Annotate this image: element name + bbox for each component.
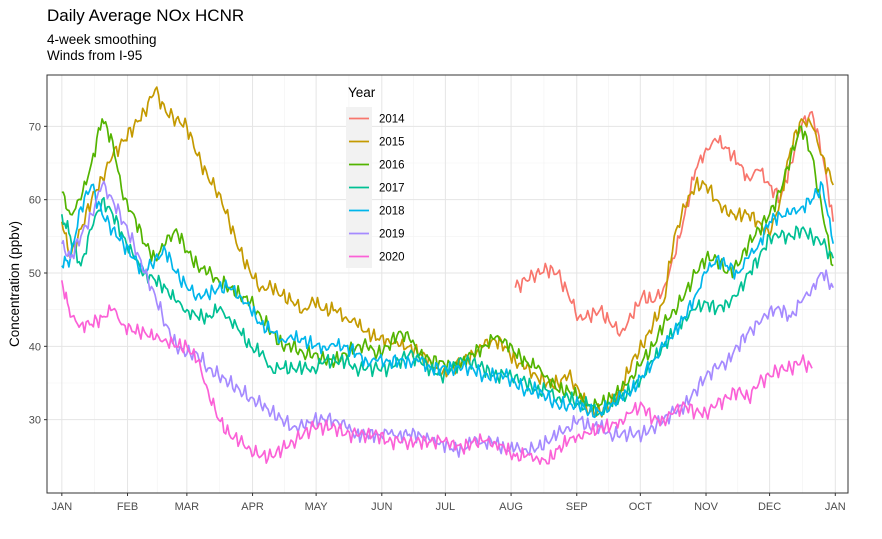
legend: Year 2014 2015 2016 2017 2018 2019 2020 (346, 85, 405, 268)
chart-subtitle: 4-week smoothing Winds from I-95 (47, 32, 157, 64)
x-tick-label: JAN (51, 501, 72, 513)
series-line-2014 (514, 110, 835, 337)
x-tick-label: APR (241, 501, 264, 513)
subtitle-line-smoothing: 4-week smoothing (47, 32, 157, 47)
x-tick-label: JUL (436, 501, 456, 513)
y-axis: 30 40 50 60 70 (29, 121, 47, 427)
series-line-2018 (61, 181, 835, 419)
x-axis: JAN FEB MAR APR MAY JUN JUL AUG SEP OCT NOV DEC JAN (51, 493, 846, 513)
y-tick-label: 70 (29, 121, 41, 133)
grid-lines (47, 75, 848, 493)
x-tick-label: AUG (499, 501, 523, 513)
x-tick-label: JUN (371, 501, 392, 513)
y-tick-label: 30 (29, 415, 41, 427)
legend-label-2015: 2015 (379, 137, 405, 149)
y-tick-label: 60 (29, 195, 41, 207)
legend-label-2014: 2014 (379, 114, 405, 126)
plot-panel-border (46, 74, 849, 494)
legend-label-2020: 2020 (379, 252, 405, 264)
series-line-2019 (61, 180, 834, 458)
y-tick-label: 50 (29, 268, 41, 280)
x-tick-label: MAR (175, 501, 200, 513)
legend-label-2017: 2017 (379, 183, 405, 195)
series-lines (60, 86, 835, 465)
x-tick-label: FEB (117, 501, 138, 513)
y-tick-label: 40 (29, 341, 41, 353)
x-tick-label: JAN (825, 501, 846, 513)
chart-title: Daily Average NOx HCNR (47, 6, 245, 25)
legend-label-2018: 2018 (379, 206, 405, 218)
y-axis-title: Concentration (ppbv) (7, 221, 22, 347)
series-line-2017 (60, 196, 835, 417)
series-line-2020 (60, 280, 813, 465)
series-line-2015 (60, 86, 834, 418)
x-tick-label: MAY (305, 501, 329, 513)
legend-title: Year (348, 85, 376, 100)
x-tick-label: DEC (758, 501, 781, 513)
x-tick-label: SEP (566, 501, 588, 513)
subtitle-line-winds: Winds from I-95 (47, 48, 143, 63)
legend-label-2019: 2019 (379, 229, 405, 241)
x-tick-label: OCT (629, 501, 653, 513)
x-tick-label: NOV (694, 501, 719, 513)
legend-label-2016: 2016 (379, 160, 405, 172)
